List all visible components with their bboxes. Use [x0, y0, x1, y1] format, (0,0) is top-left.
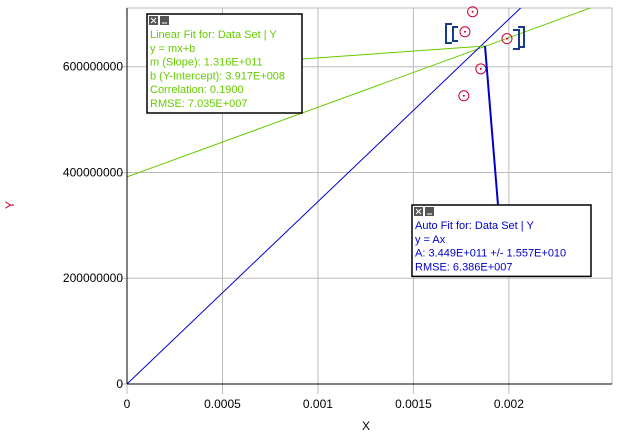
box-title: Auto Fit for: Data Set | Y: [415, 220, 534, 232]
x-tick-label: 0.0015: [395, 397, 432, 411]
box-line: y = Ax: [415, 234, 446, 246]
data-point: [467, 6, 479, 18]
x-tick-label: 0.0005: [204, 397, 241, 411]
point-ring: [501, 33, 513, 45]
box-line: Correlation: 0.1900: [150, 84, 244, 96]
data-point: [459, 26, 471, 38]
box-line: y = mx+b: [150, 43, 195, 55]
fit-line: [127, 8, 522, 384]
data-point: [501, 33, 513, 45]
close-icon: [415, 208, 422, 215]
point-dot: [479, 67, 482, 70]
point-ring: [459, 26, 471, 38]
x-axis-title: X: [362, 419, 370, 433]
y-tick-label: 600000000: [63, 60, 123, 74]
selection-bracket-right: [513, 26, 525, 50]
x-tick-label: 0.002: [494, 397, 524, 411]
fit-boxes: Linear Fit for: Data Set | Y y = mx+b m (S…: [146, 13, 592, 278]
box-line: m (Slope): 1.316E+011: [150, 57, 263, 69]
x-tick-label: 0: [124, 397, 131, 411]
x-tick-label: 0.001: [303, 397, 333, 411]
callout-line: [301, 45, 486, 60]
y-tick-label: 400000000: [63, 165, 123, 179]
point-dot: [463, 30, 466, 33]
point-ring: [458, 90, 470, 102]
box-title: Linear Fit for: Data Set | Y: [150, 29, 277, 41]
fit-lines: [127, 8, 592, 384]
box-frame: [411, 204, 592, 278]
y-tick-label: 200000000: [63, 271, 123, 285]
y-tick-label: 0: [116, 377, 123, 391]
box-line: A: 3.449E+011 +/- 1.557E+010: [415, 248, 566, 260]
point-dot: [462, 94, 465, 97]
box-line: b (Y-Intercept): 3.917E+008: [150, 70, 285, 82]
minimize-button[interactable]: [425, 207, 434, 216]
fit-box: Linear Fit for: Data Set | Y y = mx+b m (S…: [146, 13, 303, 114]
y-axis-title: Y: [3, 201, 17, 209]
box-line: RMSE: 6.386E+007: [415, 261, 513, 273]
point-ring: [475, 63, 487, 75]
box-line: RMSE: 7.035E+007: [150, 98, 248, 110]
fit-line: [127, 8, 592, 178]
minimize-button[interactable]: [160, 16, 169, 25]
callout-line: [484, 45, 499, 206]
close-icon: [150, 17, 157, 24]
point-dot: [471, 10, 474, 13]
data-point: [475, 63, 487, 75]
box-frame: [146, 13, 303, 114]
point-ring: [467, 6, 479, 18]
point-dot: [505, 37, 508, 40]
points: [458, 6, 513, 102]
fit-box: Auto Fit for: Data Set | Y y = Ax A: 3.449…: [411, 204, 592, 278]
selection-bracket-left: [445, 23, 458, 44]
data-point: [458, 90, 470, 102]
